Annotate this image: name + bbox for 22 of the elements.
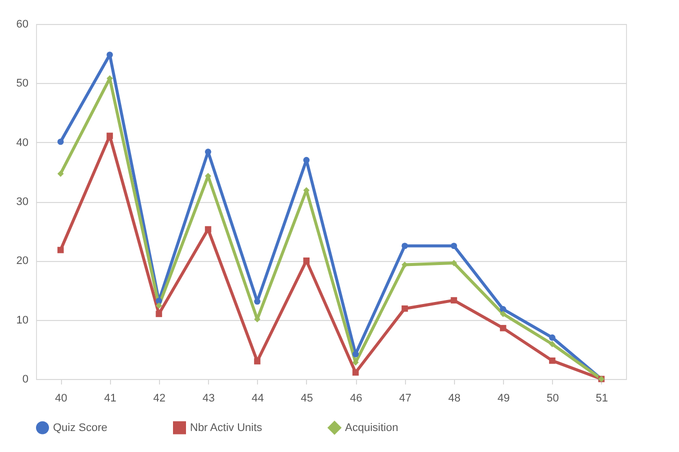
x-tick-label: 49 bbox=[497, 392, 510, 404]
y-tick-label: 50 bbox=[16, 78, 28, 90]
x-tick-label: 48 bbox=[448, 392, 461, 404]
x-tick-label: 51 bbox=[596, 392, 608, 404]
y-tick-label: 60 bbox=[16, 18, 28, 30]
y-tick-label: 30 bbox=[16, 196, 28, 208]
legend-label: Quiz Score bbox=[53, 422, 108, 434]
legend-label: Nbr Activ Units bbox=[190, 422, 263, 434]
x-tick-label: 47 bbox=[399, 392, 412, 404]
x-tick-label: 44 bbox=[252, 392, 264, 404]
x-tick-label: 43 bbox=[202, 392, 215, 404]
y-tick-label: 10 bbox=[16, 314, 28, 326]
y-tick-label: 0 bbox=[22, 374, 28, 386]
x-tick-label: 41 bbox=[104, 392, 116, 404]
y-tick-label: 20 bbox=[16, 255, 28, 268]
x-tick-label: 50 bbox=[546, 392, 559, 404]
x-tick-label: 42 bbox=[153, 392, 166, 404]
x-tick-label: 46 bbox=[350, 392, 362, 404]
x-tick-label: 45 bbox=[300, 392, 314, 404]
y-tick-label: 40 bbox=[16, 136, 28, 149]
legend-label: Acquisition bbox=[345, 422, 398, 434]
x-tick-label: 40 bbox=[54, 392, 68, 404]
